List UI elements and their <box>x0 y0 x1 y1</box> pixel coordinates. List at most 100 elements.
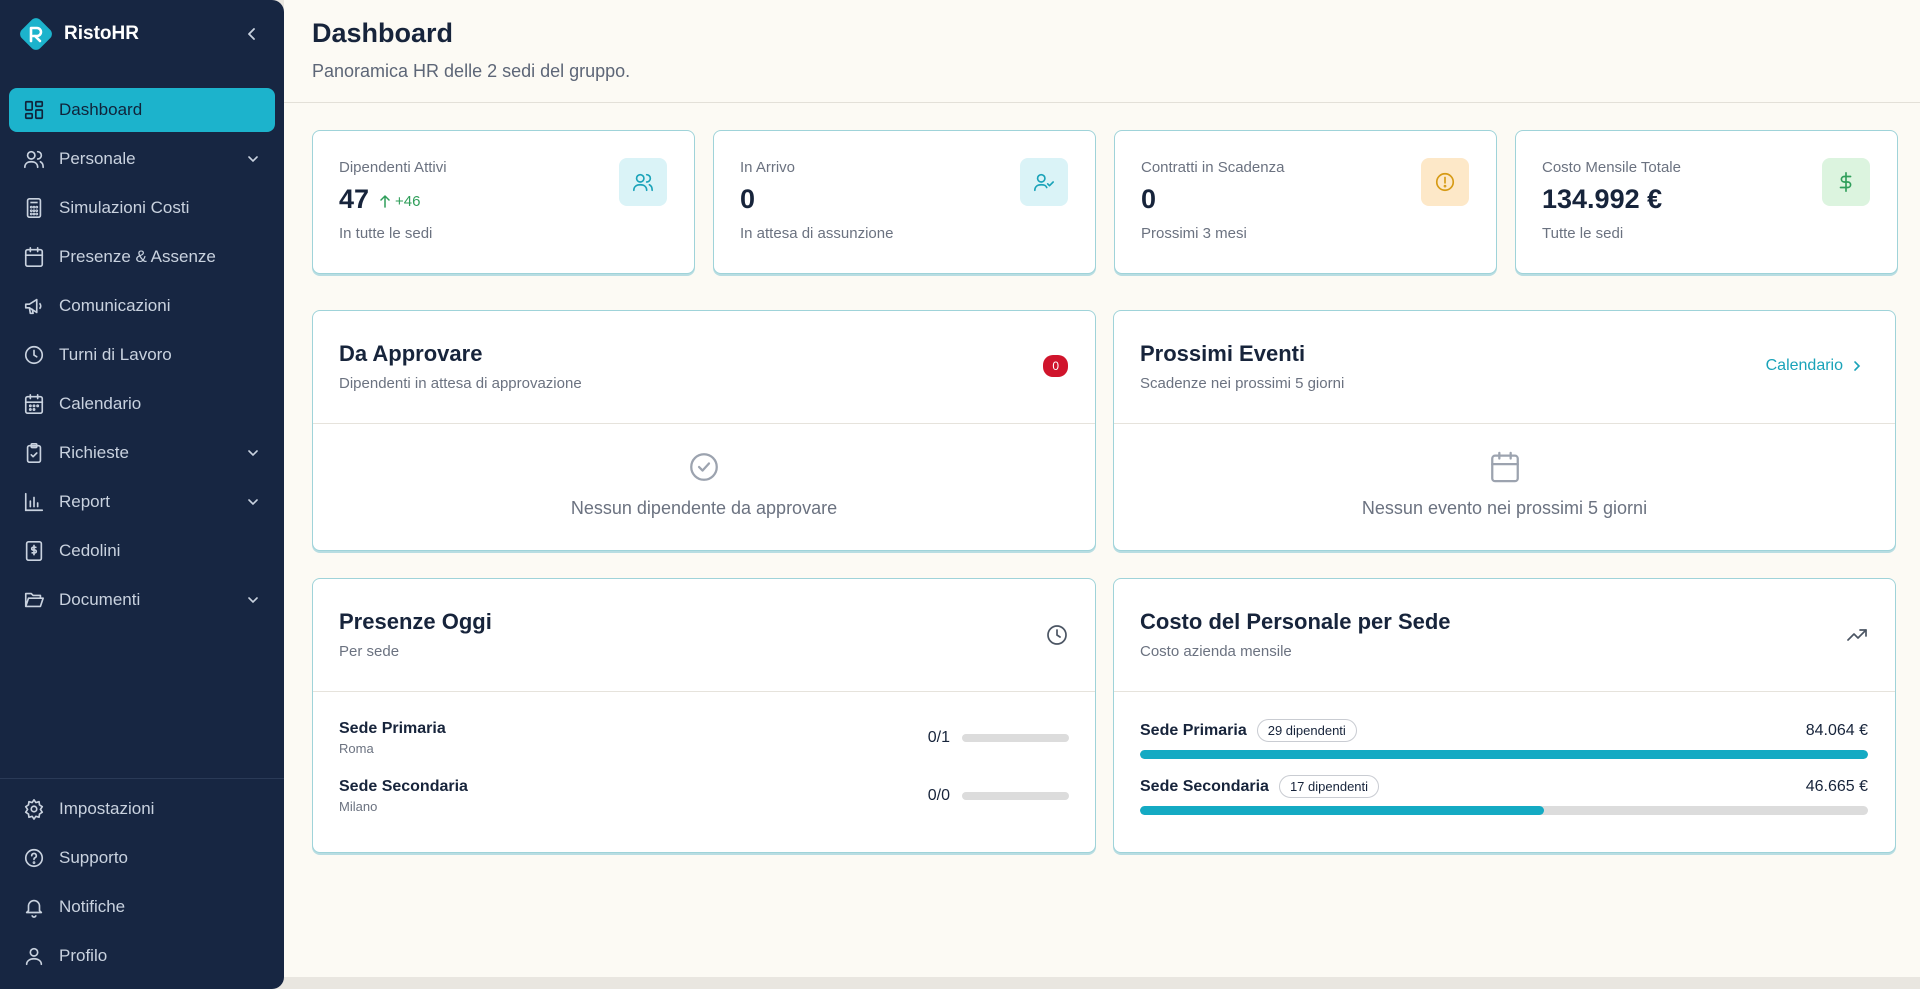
sidebar-item-supporto[interactable]: Supporto <box>9 836 275 880</box>
stat-number: 0 <box>740 184 756 214</box>
attendance-panel: Presenze Oggi Per sede Sede Primaria Rom… <box>312 578 1096 853</box>
sidebar-item-personale[interactable]: Personale <box>9 137 275 181</box>
sidebar-item-label: Notifiche <box>59 897 126 916</box>
stat-card-in-arrivo[interactable]: In Arrivo 0 In attesa di assunzione <box>713 130 1096 274</box>
users-icon <box>24 150 44 169</box>
calendar-link-label: Calendario <box>1765 357 1843 374</box>
empty-state-text: Nessun dipendente da approvare <box>570 498 838 518</box>
dollar-icon <box>1839 172 1852 192</box>
stat-label: In Arrivo <box>740 159 796 176</box>
stat-icon-container <box>1421 158 1469 206</box>
employee-count-pill: 17 dipendenti <box>1278 775 1380 798</box>
help-circle-icon <box>24 848 44 868</box>
pending-count-badge: 0 <box>1043 355 1068 377</box>
users-icon <box>633 173 653 192</box>
sidebar-item-label: Impostazioni <box>59 799 155 818</box>
cost-row: Sede Primaria 29 dipendenti 84.064 € <box>1140 719 1868 759</box>
stat-number: 134.992 € <box>1542 184 1663 214</box>
sidebar-item-documenti[interactable]: Documenti <box>9 578 275 622</box>
sidebar-item-label: Personale <box>59 149 136 168</box>
sidebar-item-label: Profilo <box>59 946 108 965</box>
sidebar-item-label: Richieste <box>59 443 129 462</box>
location-city: Roma <box>339 741 374 756</box>
attendance-progress-bar <box>962 792 1069 800</box>
check-circle-icon <box>690 453 718 481</box>
sidebar-item-notifiche[interactable]: Notifiche <box>9 885 275 929</box>
cost-progress-fill <box>1140 750 1868 759</box>
attendance-row: Sede Secondaria Milano 0/0 <box>339 778 1069 814</box>
cost-progress-fill <box>1140 806 1545 815</box>
sidebar-item-label: Presenze & Assenze <box>59 247 216 266</box>
sidebar-item-comunicazioni[interactable]: Comunicazioni <box>9 284 275 328</box>
sidebar-item-calendario[interactable]: Calendario <box>9 382 275 426</box>
panel-title: Presenze Oggi <box>339 609 492 634</box>
sidebar-item-dashboard[interactable]: Dashboard <box>9 88 275 132</box>
clock-icon <box>24 345 44 365</box>
gear-icon <box>24 799 44 820</box>
main-content: Dashboard Panoramica HR delle 2 sedi del… <box>284 0 1920 977</box>
sidebar-item-impostazioni[interactable]: Impostazioni <box>9 787 275 831</box>
sidebar-item-label: Documenti <box>59 590 141 609</box>
page-header: Dashboard Panoramica HR delle 2 sedi del… <box>284 0 1920 103</box>
stat-icon-container <box>1822 158 1870 206</box>
calendar-icon <box>1490 451 1519 483</box>
empty-state: Nessun dipendente da approvare <box>313 424 1095 519</box>
page-title: Dashboard <box>312 18 454 48</box>
attendance-progress-bar <box>962 734 1069 742</box>
stat-card-costo-mensile-totale[interactable]: Costo Mensile Totale 134.992 € Tutte le … <box>1515 130 1898 274</box>
sidebar-item-report[interactable]: Report <box>9 480 275 524</box>
sidebar-item-label: Calendario <box>59 394 142 413</box>
ristohr-logo-icon <box>20 18 52 50</box>
calendar-icon <box>24 247 44 267</box>
stat-number: 47 <box>339 184 370 214</box>
clock-icon <box>1047 625 1067 645</box>
brand-name: RistoHR <box>64 23 139 44</box>
employee-count-pill: 29 dipendenti <box>1256 719 1357 742</box>
sidebar-item-turni-di-lavoro[interactable]: Turni di Lavoro <box>9 333 275 377</box>
sidebar-item-richieste[interactable]: Richieste <box>9 431 275 475</box>
stat-trend-value: +46 <box>395 192 421 210</box>
location-name: Sede Secondaria <box>339 778 468 795</box>
sidebar-item-profilo[interactable]: Profilo <box>9 934 275 978</box>
stat-trend: +46 <box>379 192 421 210</box>
user-icon <box>25 947 43 966</box>
cost-row: Sede Secondaria 17 dipendenti 46.665 € <box>1140 775 1868 815</box>
stat-note: Prossimi 3 mesi <box>1141 225 1247 242</box>
chevron-down-icon <box>248 499 258 506</box>
sidebar-item-simulazioni-costi[interactable]: Simulazioni Costi <box>9 186 275 230</box>
sidebar-item-cedolini[interactable]: Cedolini <box>9 529 275 573</box>
location-name: Sede Primaria <box>339 720 446 737</box>
calendar-link[interactable]: Calendario <box>1766 357 1863 375</box>
panel-subtitle: Per sede <box>339 643 400 660</box>
panel-header: Da Approvare Dipendenti in attesa di app… <box>313 311 1095 424</box>
panel-title: Da Approvare <box>339 341 483 366</box>
empty-state-text: Nessun evento nei prossimi 5 giorni <box>1361 498 1648 518</box>
trending-up-icon <box>1847 629 1867 641</box>
chevron-down-icon <box>248 156 258 163</box>
empty-state: Nessun evento nei prossimi 5 giorni <box>1114 424 1895 519</box>
bell-icon <box>25 899 43 918</box>
panel-title: Costo del Personale per Sede <box>1140 609 1451 634</box>
sidebar-item-label: Comunicazioni <box>59 296 171 315</box>
stat-card-dipendenti-attivi[interactable]: Dipendenti Attivi 47 +46 In tutte le sed… <box>312 130 695 274</box>
attendance-count: 0/0 <box>927 787 950 804</box>
attendance-row: Sede Primaria Roma 0/1 <box>339 720 1069 756</box>
sidebar: RistoHR Dashboard Personale Simulazioni … <box>0 0 284 989</box>
calculator-icon <box>26 198 42 218</box>
stat-card-contratti-in-scadenza[interactable]: Contratti in Scadenza 0 Prossimi 3 mesi <box>1114 130 1497 274</box>
collapse-sidebar-button[interactable] <box>238 20 266 48</box>
cost-progress-track <box>1140 750 1868 759</box>
stat-label: Contratti in Scadenza <box>1141 159 1285 176</box>
stat-value: 0 <box>1141 184 1470 215</box>
events-panel: Prossimi Eventi Scadenze nei prossimi 5 … <box>1113 310 1896 551</box>
panel-subtitle: Dipendenti in attesa di approvazione <box>339 375 582 392</box>
stat-note: In tutte le sedi <box>339 225 433 242</box>
sidebar-item-label: Report <box>59 492 111 511</box>
panel-header: Presenze Oggi Per sede <box>313 579 1095 692</box>
brand: RistoHR <box>0 0 284 68</box>
location-name: Sede Secondaria <box>1140 777 1269 795</box>
panel-subtitle: Scadenze nei prossimi 5 giorni <box>1140 375 1345 392</box>
calendar-grid-icon <box>24 394 44 414</box>
sidebar-item-presenze-assenze[interactable]: Presenze & Assenze <box>9 235 275 279</box>
sidebar-nav: Dashboard Personale Simulazioni Costi Pr… <box>0 68 284 778</box>
